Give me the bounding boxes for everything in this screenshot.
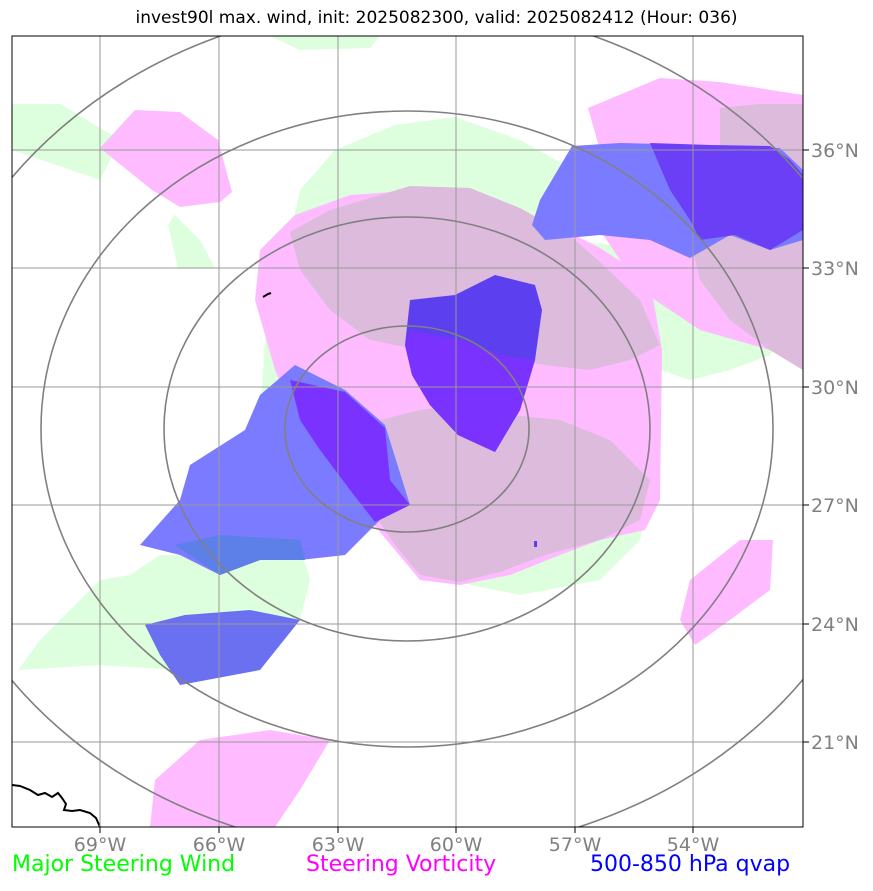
lon-label: 66°W — [193, 834, 246, 856]
range-ring-2 — [163, 216, 651, 642]
legend-qvap: 500-850 hPa qvap — [590, 852, 791, 877]
range-ring-3 — [40, 110, 774, 748]
latitude-labels: 36°N 33°N 30°N 27°N 24°N 21°N — [811, 140, 859, 754]
wind-area-north — [270, 36, 380, 50]
lat-label: 36°N — [811, 140, 859, 162]
legend-steering-wind: Major Steering Wind — [12, 852, 236, 877]
lat-label: 21°N — [811, 732, 859, 754]
qvap-area-central-core — [405, 330, 535, 452]
vorticity-area-east — [680, 540, 773, 645]
vorticity-area-northwest — [100, 110, 232, 207]
lon-label: 57°W — [549, 834, 602, 856]
lat-lon-grid — [12, 36, 803, 827]
qvap-area-southwest — [145, 610, 300, 685]
wind-area-small — [168, 215, 215, 268]
lat-label: 30°N — [811, 377, 859, 399]
overlap-area-central — [290, 186, 660, 370]
vorticity-area-south — [150, 730, 330, 827]
lon-label: 69°W — [74, 834, 127, 856]
lat-label: 33°N — [811, 258, 859, 280]
range-rings — [12, 36, 803, 827]
qvap-area-northeast-strong — [650, 143, 803, 250]
lat-label: 24°N — [811, 614, 859, 636]
lon-label: 63°W — [312, 834, 365, 856]
longitude-labels: 69°W 66°W 63°W 60°W 57°W 54°W — [74, 834, 720, 856]
island-mark — [262, 292, 272, 298]
lat-label: 27°N — [811, 495, 859, 517]
qvap-areas — [140, 143, 803, 685]
lon-label: 60°W — [430, 834, 483, 856]
wind-area-northwest — [12, 104, 120, 180]
qvap-dot — [534, 541, 537, 547]
coastlines — [12, 292, 272, 827]
overlap-area-south — [360, 405, 650, 582]
map-title: invest90l max. wind, init: 2025082300, v… — [135, 8, 738, 28]
map-frame — [11, 35, 804, 828]
qvap-area-west-core — [290, 380, 410, 522]
coastline-southwest — [12, 784, 101, 827]
tick-marks — [99, 149, 809, 833]
range-ring-1 — [284, 325, 530, 533]
legend-steering-vorticity: Steering Vorticity — [306, 852, 497, 877]
qvap-area-west-overlap — [175, 535, 305, 575]
lon-label: 54°W — [667, 834, 720, 856]
